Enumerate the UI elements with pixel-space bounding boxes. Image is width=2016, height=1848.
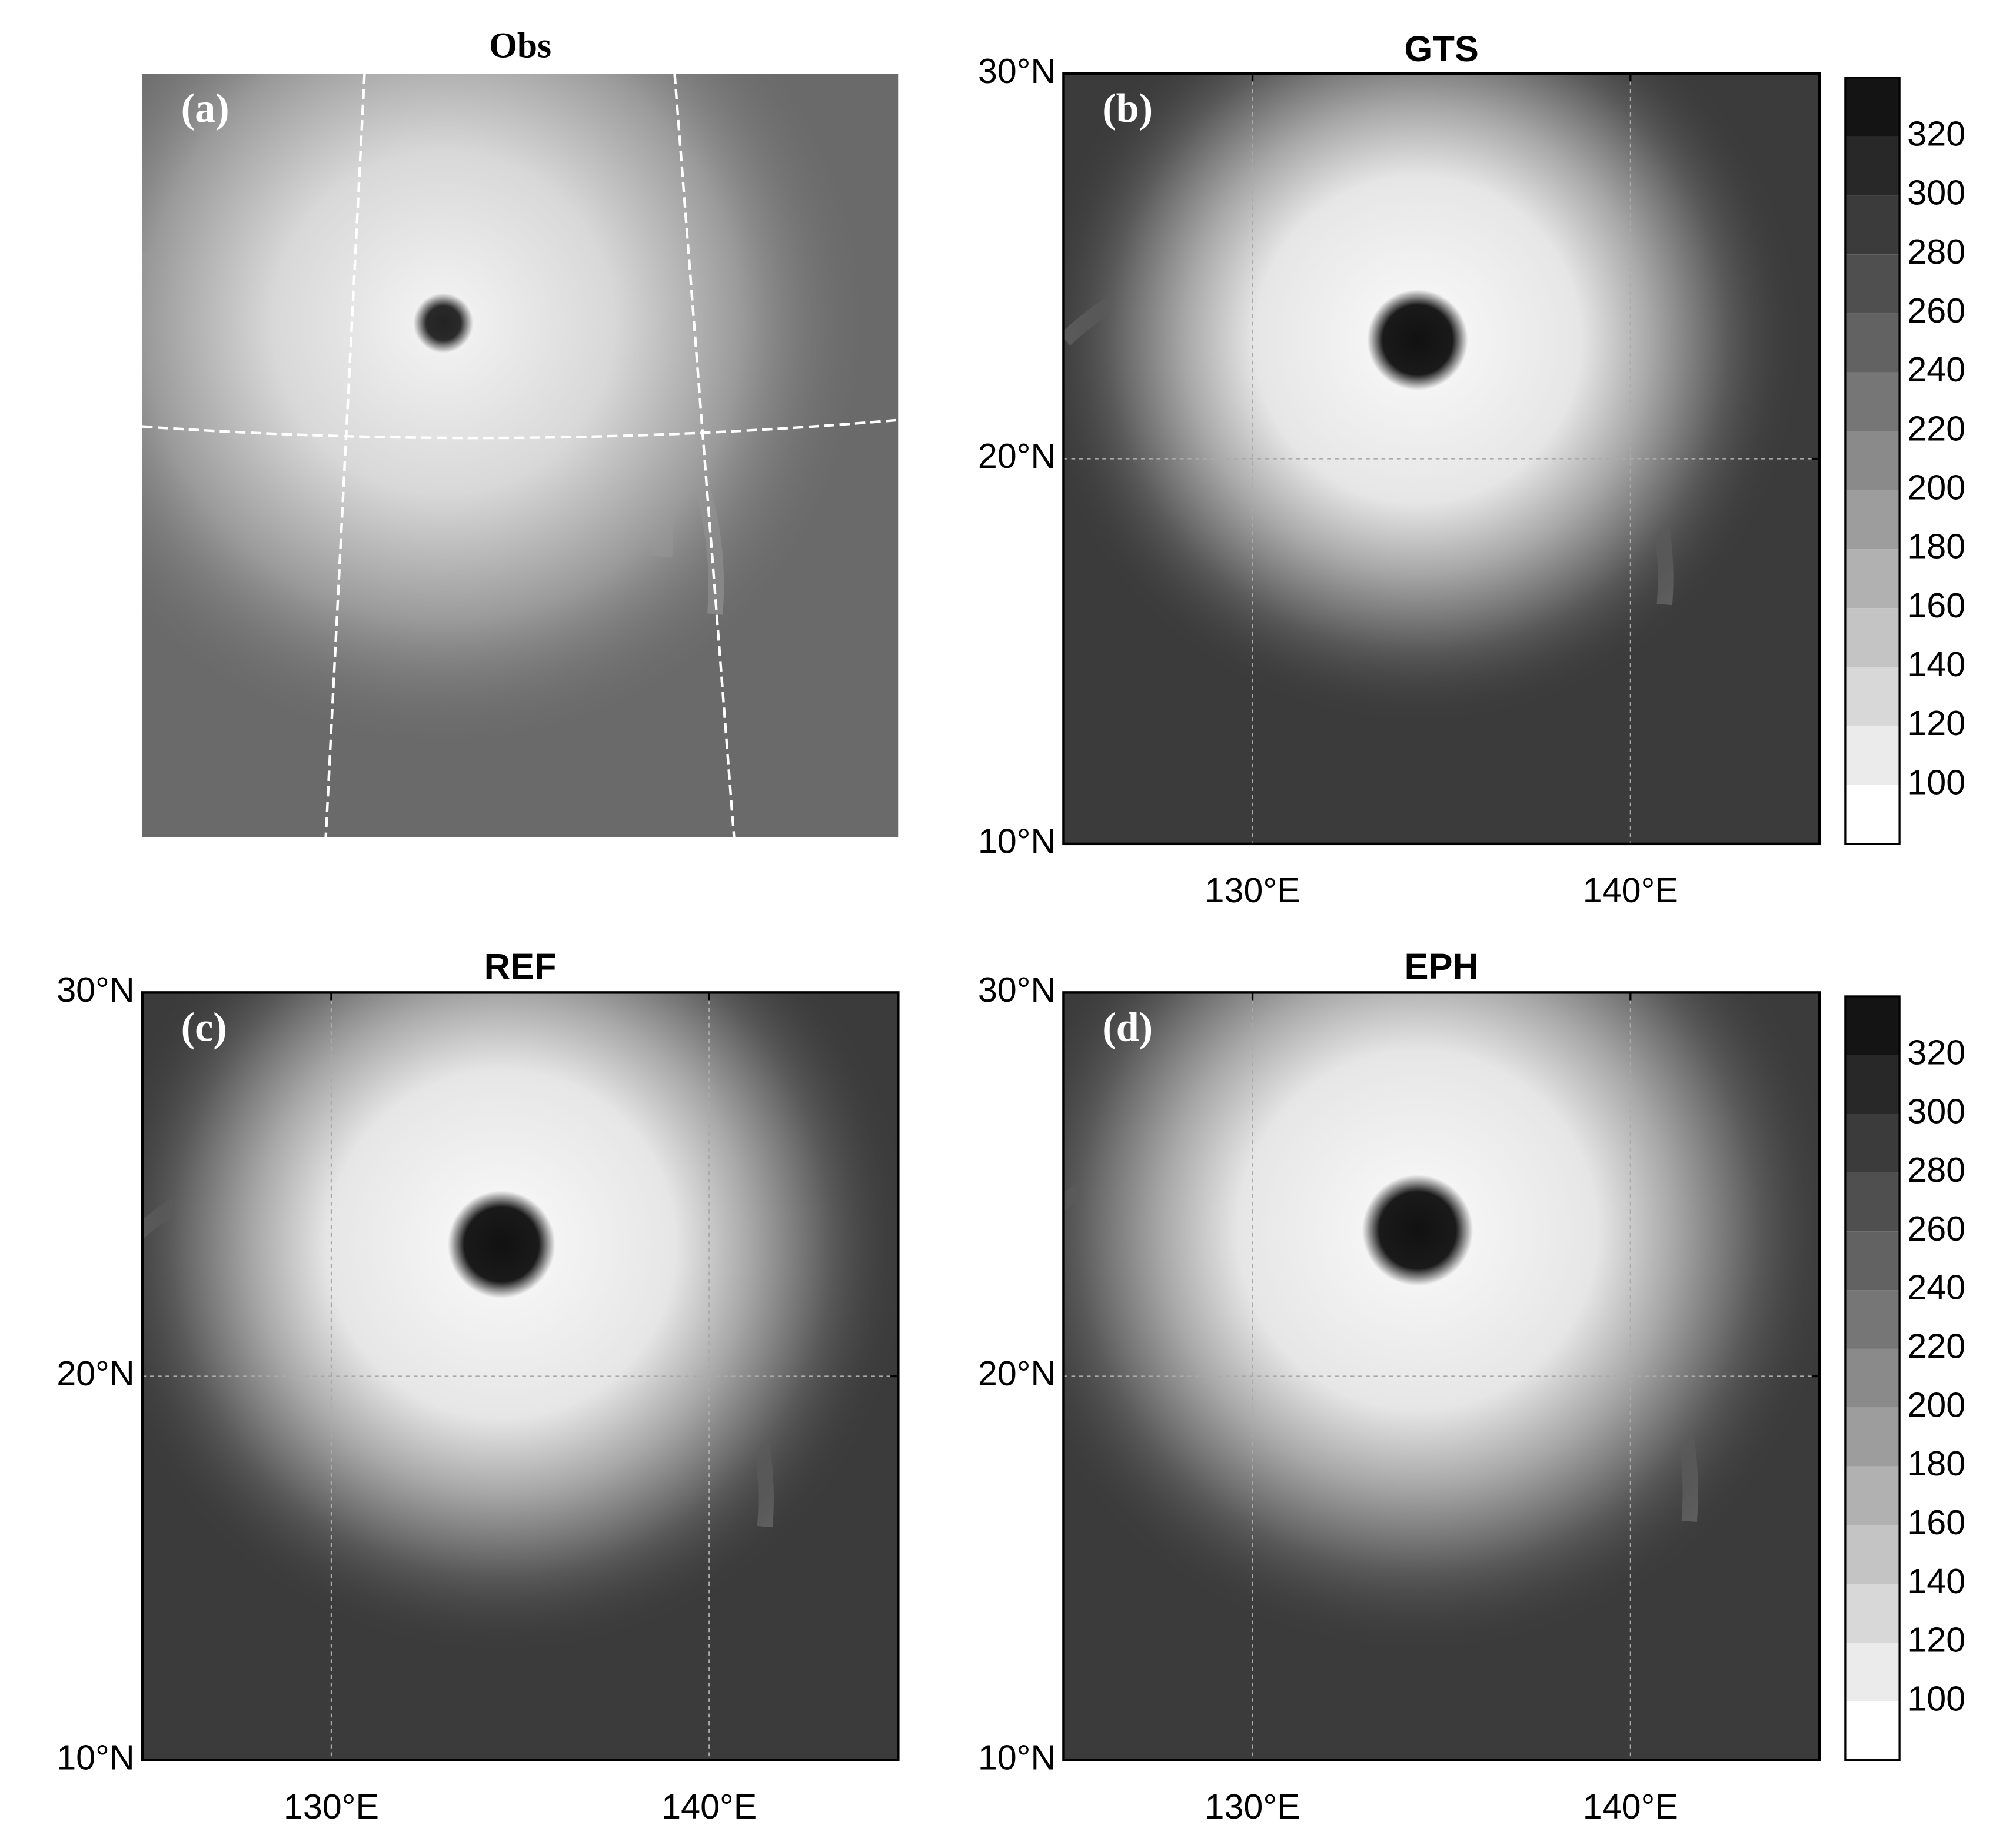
colorbar-frame bbox=[1844, 77, 1901, 845]
x-tick-label: 130°E bbox=[1205, 870, 1300, 910]
colorbar-band bbox=[1845, 136, 1900, 196]
map-image bbox=[142, 74, 899, 837]
x-tick-label: 140°E bbox=[1583, 1787, 1678, 1826]
colorbar-tick-label: 260 bbox=[1907, 291, 1965, 330]
y-tick-label: 20°N bbox=[978, 1354, 1056, 1393]
colorbar-tick-label: 300 bbox=[1907, 1091, 1965, 1131]
panel-label: (b) bbox=[1102, 85, 1153, 131]
panel-title: REF bbox=[484, 946, 557, 987]
colorbar-tick-label: 100 bbox=[1907, 762, 1965, 802]
colorbar-band bbox=[1845, 490, 1900, 550]
vortex bbox=[1063, 74, 1805, 728]
colorbar-band bbox=[1845, 726, 1900, 785]
colorbar-tick-label: 280 bbox=[1907, 1150, 1965, 1189]
colorbar-band bbox=[1845, 1525, 1900, 1584]
panel-label: (d) bbox=[1102, 1004, 1153, 1050]
colorbar-band bbox=[1845, 667, 1900, 726]
colorbar-tick-label: 320 bbox=[1907, 1032, 1965, 1072]
graticule bbox=[324, 74, 366, 837]
colorbar-band bbox=[1845, 313, 1900, 373]
colorbar-band bbox=[1845, 431, 1900, 490]
map-image bbox=[142, 992, 899, 1760]
vortex bbox=[142, 74, 870, 750]
y-tick-label: 30°N bbox=[978, 51, 1056, 91]
colorbar-band bbox=[1845, 195, 1900, 255]
colorbar-band bbox=[1845, 77, 1900, 137]
colorbar-tick-label: 260 bbox=[1907, 1209, 1965, 1248]
colorbar-tick-label: 240 bbox=[1907, 1268, 1965, 1307]
x-tick-label: 140°E bbox=[1583, 870, 1678, 910]
colorbar-band bbox=[1845, 1231, 1900, 1291]
x-tick-label: 130°E bbox=[284, 1787, 379, 1826]
y-tick-label: 10°N bbox=[56, 1737, 134, 1777]
colorbar-tick-label: 180 bbox=[1907, 527, 1965, 566]
y-tick-label: 10°N bbox=[978, 822, 1056, 861]
colorbar-band bbox=[1845, 1055, 1900, 1114]
colorbar-band bbox=[1845, 785, 1900, 844]
panel-label: (a) bbox=[181, 85, 229, 131]
colorbar-tick-label: 300 bbox=[1907, 173, 1965, 212]
colorbar-band bbox=[1845, 1407, 1900, 1467]
colorbar-tick-label: 160 bbox=[1907, 1503, 1965, 1542]
colorbar-tick-label: 280 bbox=[1907, 232, 1965, 271]
colorbar-band bbox=[1845, 1348, 1900, 1408]
y-tick-label: 20°N bbox=[978, 436, 1056, 476]
graticule bbox=[142, 418, 899, 440]
colorbar-band bbox=[1845, 1701, 1900, 1760]
colorbar-tick-label: 100 bbox=[1907, 1679, 1965, 1719]
colorbar-band bbox=[1845, 1643, 1900, 1701]
vortex bbox=[1063, 992, 1819, 1657]
colorbar-band bbox=[1845, 1290, 1900, 1349]
graticule bbox=[673, 74, 736, 837]
panel-title: EPH bbox=[1404, 946, 1478, 987]
x-tick-label: 140°E bbox=[661, 1787, 757, 1826]
colorbar-band bbox=[1845, 1172, 1900, 1232]
colorbar-tick-label: 140 bbox=[1907, 644, 1965, 684]
colorbar-tick-label: 160 bbox=[1907, 586, 1965, 625]
colorbar-band bbox=[1845, 372, 1900, 431]
map-image bbox=[1063, 74, 1819, 844]
x-tick-label: 130°E bbox=[1205, 1787, 1300, 1826]
panel-label: (c) bbox=[181, 1004, 227, 1050]
colorbar-band bbox=[1845, 996, 1900, 1055]
colorbar-frame bbox=[1844, 995, 1901, 1761]
colorbar-tick-label: 120 bbox=[1907, 703, 1965, 743]
panel-title: Obs bbox=[489, 26, 551, 66]
colorbar-band bbox=[1845, 254, 1900, 314]
panel-title: GTS bbox=[1405, 29, 1479, 69]
colorbar-band bbox=[1845, 608, 1900, 667]
colorbar-tick-label: 240 bbox=[1907, 350, 1965, 389]
colorbar-tick-label: 140 bbox=[1907, 1561, 1965, 1601]
y-tick-label: 30°N bbox=[56, 970, 134, 1009]
colorbar-tick-label: 220 bbox=[1907, 1327, 1965, 1366]
colorbar-tick-label: 120 bbox=[1907, 1620, 1965, 1660]
map-image bbox=[1063, 992, 1819, 1760]
colorbar-band bbox=[1845, 1584, 1900, 1643]
y-tick-label: 20°N bbox=[56, 1354, 134, 1393]
colorbar-band bbox=[1845, 549, 1900, 609]
colorbar-tick-label: 200 bbox=[1907, 468, 1965, 507]
colorbar-tick-label: 320 bbox=[1907, 114, 1965, 154]
y-tick-label: 30°N bbox=[978, 970, 1056, 1009]
colorbar-tick-label: 180 bbox=[1907, 1444, 1965, 1483]
colorbar-tick-label: 220 bbox=[1907, 408, 1965, 448]
y-tick-label: 10°N bbox=[978, 1737, 1056, 1777]
colorbar-tick-label: 200 bbox=[1907, 1385, 1965, 1424]
colorbar-band bbox=[1845, 1114, 1900, 1173]
colorbar-band bbox=[1845, 1466, 1900, 1525]
